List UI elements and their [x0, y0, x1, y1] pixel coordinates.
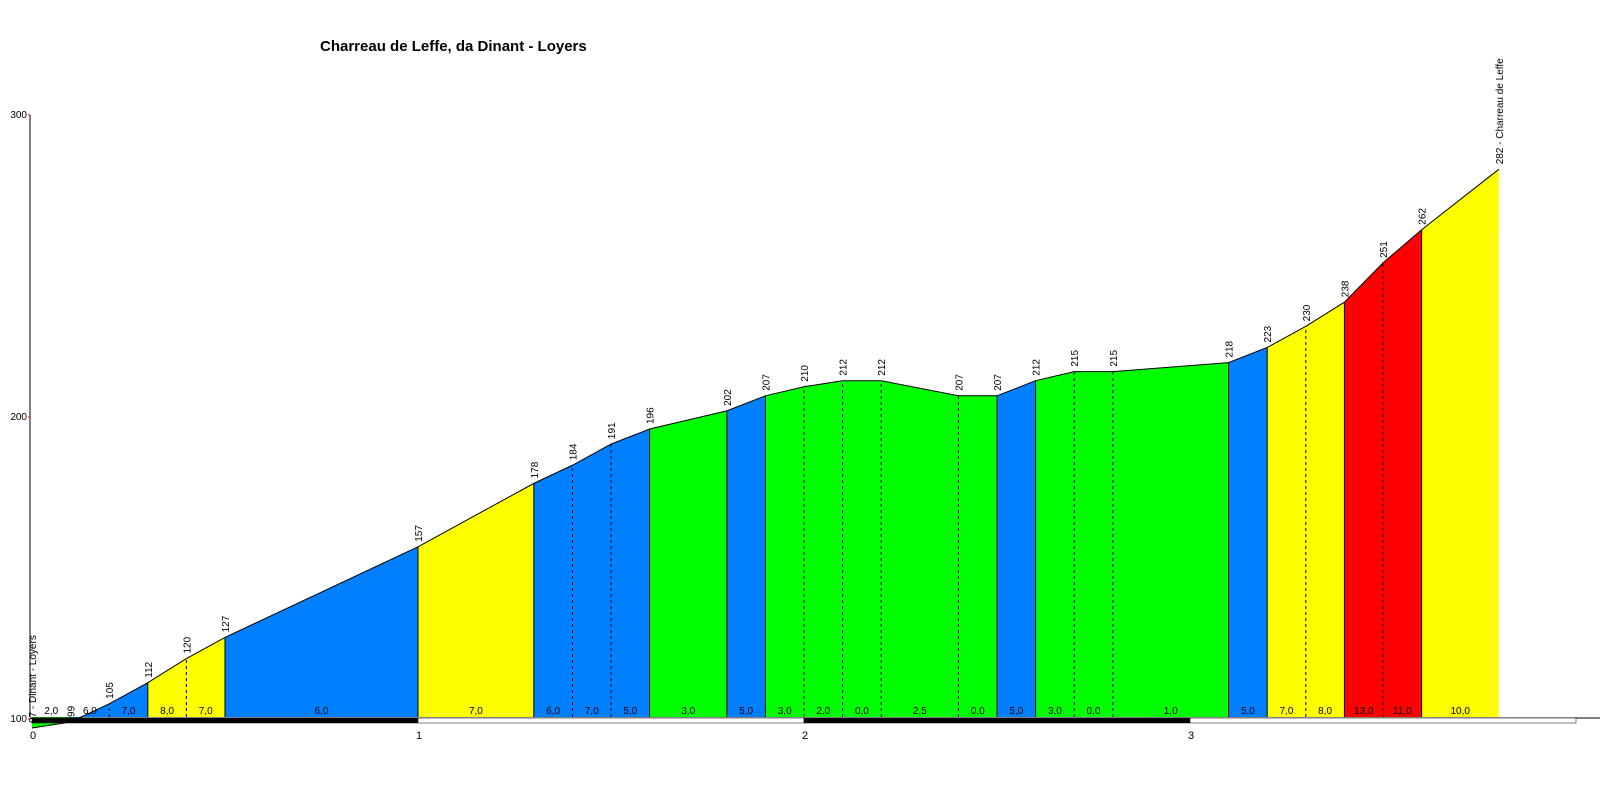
grade-label-24: 13,0	[1354, 706, 1374, 717]
elevation-label-14: 212	[839, 359, 850, 376]
elevation-label-20: 215	[1109, 350, 1120, 367]
x-tick-label-3: 3	[1188, 730, 1194, 742]
segment-7	[533, 465, 573, 717]
elevation-label-23: 230	[1302, 304, 1313, 321]
grade-label-13: 2,0	[816, 706, 830, 717]
grade-label-26: 10,0	[1450, 706, 1470, 717]
grade-label-10: 3,0	[681, 706, 695, 717]
segment-23	[1305, 302, 1345, 717]
grade-label-7: 6,0	[546, 706, 560, 717]
x-tick-label-2: 2	[802, 730, 808, 742]
segment-2	[109, 682, 148, 717]
segment-26	[1421, 169, 1499, 718]
grade-label-11: 5,0	[739, 706, 753, 717]
segment-16	[958, 395, 997, 717]
segment-22	[1267, 326, 1306, 717]
segment-15	[881, 380, 959, 717]
grade-label-20: 1,0	[1164, 706, 1178, 717]
grade-label-22: 7,0	[1280, 706, 1294, 717]
segment-13	[804, 380, 843, 717]
elevation-label-10: 196	[646, 407, 657, 424]
y-tick-label-100: 100	[10, 714, 27, 725]
segment-18	[1035, 371, 1075, 717]
elevation-label-26: 262	[1418, 208, 1429, 225]
elevation-label-5: 127	[221, 615, 232, 632]
grade-label-15: 2,5	[913, 706, 927, 717]
segment-21	[1228, 347, 1268, 717]
elevation-label-15: 212	[877, 359, 888, 376]
grade-label-1: 6,0	[83, 706, 97, 717]
elevation-label-13: 210	[800, 365, 811, 382]
grade-label-18: 3,0	[1048, 706, 1062, 717]
segment-6	[418, 483, 534, 717]
grade-label-2: 7,0	[122, 706, 136, 717]
x-scale-bar-3	[1189, 717, 1577, 724]
segment-3	[147, 658, 187, 717]
profile-line	[31, 168, 1500, 729]
segment-12	[765, 386, 804, 717]
segment-11	[726, 395, 766, 717]
elevation-label-19: 215	[1070, 350, 1081, 367]
segment-5	[225, 546, 418, 717]
elevation-label-0: 97 - Dinant - Loyers	[28, 635, 39, 723]
segment-19	[1074, 371, 1113, 717]
grade-label-0: 2,0	[44, 706, 58, 717]
segment-10	[649, 410, 727, 717]
grade-label-5: 6,0	[315, 706, 329, 717]
grade-label-16: 0,0	[971, 706, 985, 717]
x-scale-bar-2	[803, 717, 1191, 724]
elevation-label-21: 218	[1225, 340, 1236, 357]
segment-8	[572, 444, 611, 717]
segment-25	[1383, 229, 1422, 717]
elevation-label-18: 212	[1032, 359, 1043, 376]
grade-label-9: 5,0	[623, 706, 637, 717]
segment-4	[186, 637, 225, 717]
grade-label-6: 7,0	[469, 706, 483, 717]
y-tick-label-300: 300	[10, 110, 27, 121]
elevation-label-8: 184	[568, 443, 579, 460]
elevation-label-9: 191	[607, 422, 618, 439]
elevation-label-6: 157	[414, 525, 425, 542]
elevation-label-4: 120	[182, 636, 193, 653]
x-scale-bar-0	[31, 717, 419, 724]
x-scale-bar-1	[417, 717, 805, 724]
elevation-label-17: 207	[993, 374, 1004, 391]
elevation-label-7: 178	[530, 461, 541, 478]
segment-14	[842, 380, 882, 717]
grade-label-21: 5,0	[1241, 706, 1255, 717]
y-tick-label-200: 200	[10, 412, 27, 423]
grade-label-4: 7,0	[199, 706, 213, 717]
x-tick-label-1: 1	[416, 730, 422, 742]
elevation-label-16: 207	[954, 374, 965, 391]
segment-24	[1344, 262, 1383, 717]
elevation-label-24: 238	[1340, 280, 1351, 297]
elevation-label-11: 202	[723, 389, 734, 406]
segment-20	[1112, 362, 1229, 717]
elevation-label-3: 112	[144, 661, 155, 677]
chart-title: Charreau de Leffe, da Dinant - Loyers	[320, 38, 587, 55]
elevation-label-22: 223	[1263, 325, 1274, 342]
grade-label-3: 8,0	[160, 706, 174, 717]
grade-label-14: 0,0	[855, 706, 869, 717]
elevation-label-27: 282 - Charreau de Leffe	[1495, 58, 1506, 164]
segment-17	[997, 380, 1036, 717]
elevation-label-2: 105	[105, 682, 116, 699]
grade-label-23: 8,0	[1318, 706, 1332, 717]
elevation-label-25: 251	[1379, 241, 1390, 258]
grade-label-17: 5,0	[1009, 706, 1023, 717]
grade-label-12: 3,0	[778, 706, 792, 717]
grade-label-25: 11,0	[1393, 706, 1412, 717]
grade-label-8: 7,0	[585, 706, 599, 717]
elevation-label-1: 99	[67, 705, 78, 717]
segment-9	[611, 429, 650, 717]
x-tick-label-0: 0	[30, 730, 36, 742]
elevation-label-12: 207	[761, 374, 772, 391]
grade-label-19: 0,0	[1087, 706, 1101, 717]
